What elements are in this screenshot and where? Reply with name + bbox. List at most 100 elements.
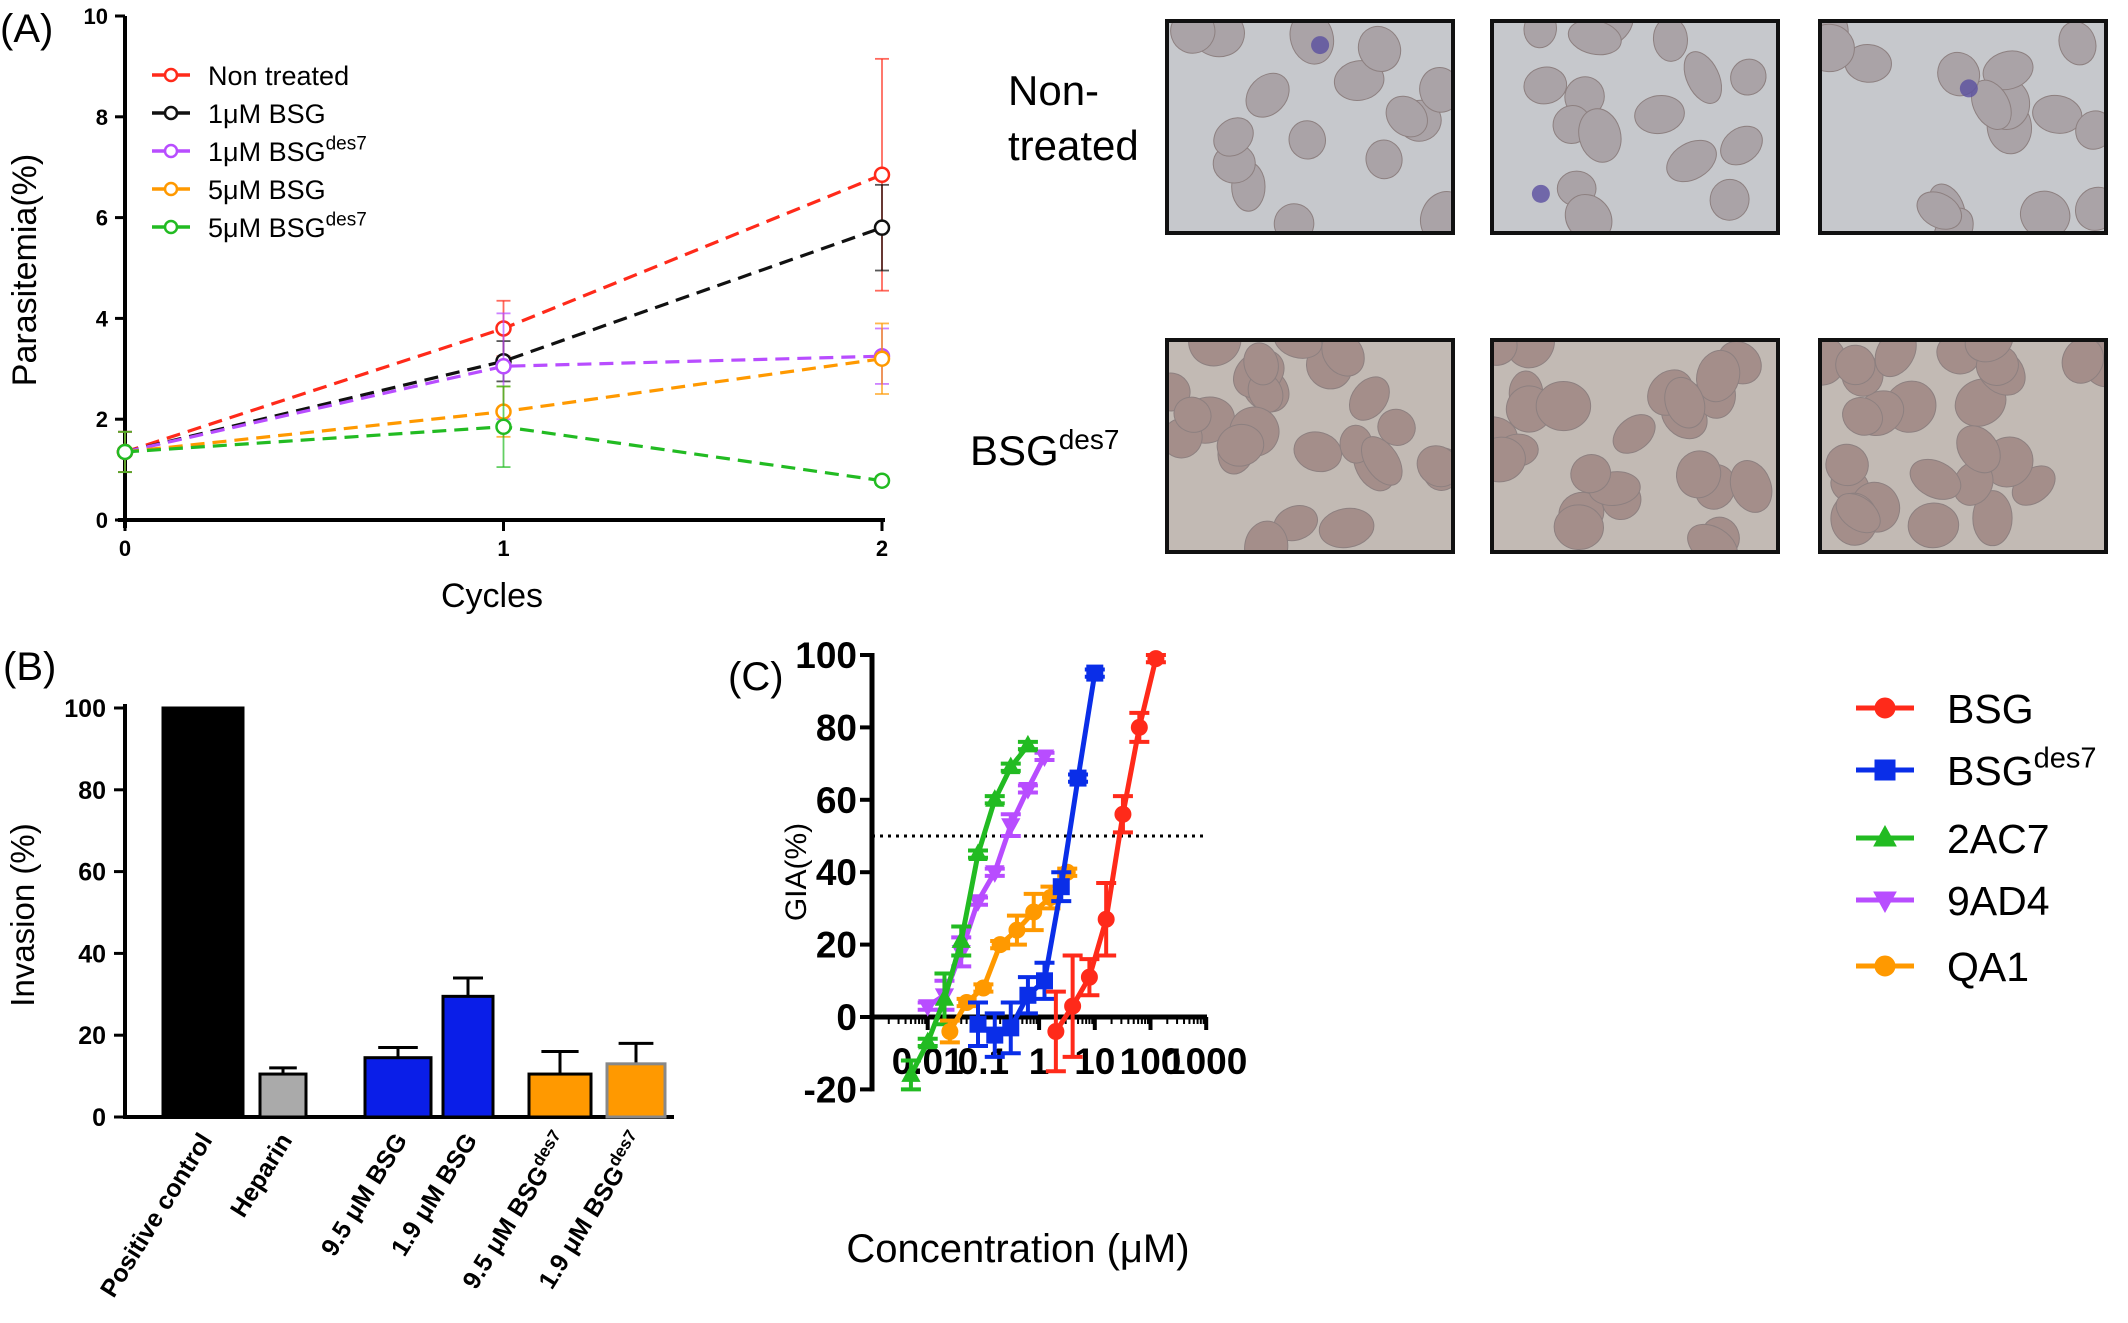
data-point bbox=[1052, 878, 1070, 896]
red-blood-cell bbox=[1825, 443, 1869, 487]
panel-label-c: (C) bbox=[728, 655, 784, 699]
red-blood-cell bbox=[1416, 445, 1453, 488]
red-blood-cell bbox=[1982, 50, 2034, 91]
red-blood-cell bbox=[1333, 60, 1385, 101]
legend-item: 1μM BSGdes7 bbox=[152, 134, 367, 167]
data-point bbox=[1025, 903, 1043, 921]
red-blood-cell bbox=[1419, 191, 1453, 233]
micrograph-image bbox=[1165, 338, 1455, 554]
micrograph-image bbox=[1490, 19, 1780, 235]
data-point bbox=[1018, 734, 1038, 753]
red-blood-cell bbox=[1683, 51, 1723, 104]
y-tick-label: 40 bbox=[816, 852, 857, 893]
data-point bbox=[116, 443, 134, 461]
red-blood-cell bbox=[1244, 520, 1289, 552]
x-tick-label: 0 bbox=[119, 536, 131, 561]
legend-label: Non treated bbox=[208, 61, 349, 91]
y-tick-label: -20 bbox=[804, 1069, 857, 1110]
cells bbox=[1820, 21, 2106, 233]
data-point bbox=[1047, 1022, 1065, 1040]
data-point bbox=[934, 988, 955, 1006]
legend-item: 9AD4 bbox=[1856, 878, 2050, 924]
micrograph-border bbox=[1165, 338, 1455, 554]
red-blood-cell bbox=[1318, 507, 1375, 549]
legend-marker bbox=[163, 105, 179, 121]
red-blood-cell bbox=[1553, 504, 1604, 551]
red-blood-cell bbox=[1492, 436, 1526, 483]
red-blood-cell bbox=[1709, 178, 1750, 221]
chart-b: 0 20 40 60 80 100 Invasion (%) Positive control… bbox=[4, 695, 674, 1302]
y-axis-title: Invasion (%) bbox=[4, 823, 41, 1006]
legend-label: 5μM BSG bbox=[208, 175, 326, 205]
legend-label: BSG bbox=[1947, 686, 2034, 732]
legend-label: 2AC7 bbox=[1947, 816, 2050, 862]
red-blood-cell bbox=[1348, 376, 1390, 421]
micrograph-border bbox=[1818, 19, 2108, 235]
bar bbox=[161, 706, 245, 1119]
x-tick-label: Positive control bbox=[95, 1128, 218, 1302]
red-blood-cell bbox=[1357, 25, 1402, 72]
data-point bbox=[1147, 650, 1165, 668]
cells bbox=[1820, 340, 2106, 549]
y-tick-label: 0 bbox=[92, 1104, 106, 1132]
red-blood-cell bbox=[1492, 340, 1518, 366]
data-point bbox=[495, 358, 512, 375]
red-blood-cell bbox=[1578, 108, 1622, 163]
red-blood-cell bbox=[2074, 186, 2106, 231]
panel-label-b: (B) bbox=[3, 645, 56, 689]
y-tick-label: 6 bbox=[96, 206, 108, 231]
data-point bbox=[985, 865, 1005, 883]
y-tick-label: 60 bbox=[816, 780, 857, 821]
legend-marker bbox=[163, 181, 179, 197]
red-blood-cell bbox=[1293, 431, 1343, 473]
data-point bbox=[1019, 986, 1037, 1004]
x-tick-label: 100 bbox=[1120, 1041, 1182, 1082]
red-blood-cell bbox=[1666, 139, 1717, 183]
data-point bbox=[1008, 921, 1026, 939]
y-tick-label: 80 bbox=[78, 777, 106, 805]
red-blood-cell bbox=[1535, 380, 1592, 432]
data-point bbox=[901, 1064, 921, 1082]
series-line bbox=[124, 354, 883, 454]
series-2 bbox=[900, 734, 1038, 1092]
micrograph-border bbox=[1165, 19, 1455, 235]
red-blood-cell bbox=[1173, 396, 1212, 433]
red-blood-cell bbox=[2020, 190, 2071, 233]
y-axis-title: GIA(%) bbox=[780, 823, 813, 921]
red-blood-cell bbox=[1696, 349, 1741, 403]
micrograph-image bbox=[1818, 19, 2108, 235]
parasite bbox=[1959, 79, 1978, 98]
x-tick-label: Heparin bbox=[225, 1128, 298, 1222]
data-point bbox=[991, 936, 1009, 954]
data-point bbox=[1064, 997, 1082, 1015]
y-tick-label: 40 bbox=[78, 940, 106, 968]
data-point bbox=[985, 789, 1005, 807]
y-tick-label: 4 bbox=[96, 306, 109, 331]
x-axis-title: Concentration (μM) bbox=[846, 1227, 1189, 1271]
legend-item: 1μM BSG bbox=[152, 99, 326, 129]
legend-marker bbox=[163, 67, 179, 83]
legend-item: Non treated bbox=[152, 61, 349, 91]
bar bbox=[527, 1072, 593, 1119]
red-blood-cell bbox=[1664, 376, 1706, 429]
red-blood-cell bbox=[1361, 436, 1403, 486]
data-point bbox=[873, 219, 891, 236]
data-point bbox=[1080, 968, 1098, 986]
data-point bbox=[918, 999, 938, 1017]
micrograph-panel: Non- treated BSGdes7 bbox=[970, 19, 2108, 554]
data-point bbox=[1018, 782, 1038, 800]
legend-item: 5μM BSGdes7 bbox=[152, 210, 367, 243]
micrograph-label-row1: Non- bbox=[1008, 67, 1099, 114]
x-tick-label: 10 bbox=[1074, 1041, 1115, 1082]
micrograph-image bbox=[1818, 338, 2108, 554]
red-blood-cell bbox=[1687, 523, 1738, 552]
data-point bbox=[1114, 805, 1132, 823]
series-4 bbox=[116, 385, 891, 489]
bar bbox=[258, 1072, 308, 1119]
data-point bbox=[968, 843, 988, 861]
y-tick-label: 0 bbox=[836, 997, 857, 1038]
red-blood-cell bbox=[1273, 203, 1315, 233]
parasite bbox=[1311, 36, 1330, 55]
data-point bbox=[1002, 1019, 1020, 1037]
red-blood-cell bbox=[1377, 408, 1416, 446]
